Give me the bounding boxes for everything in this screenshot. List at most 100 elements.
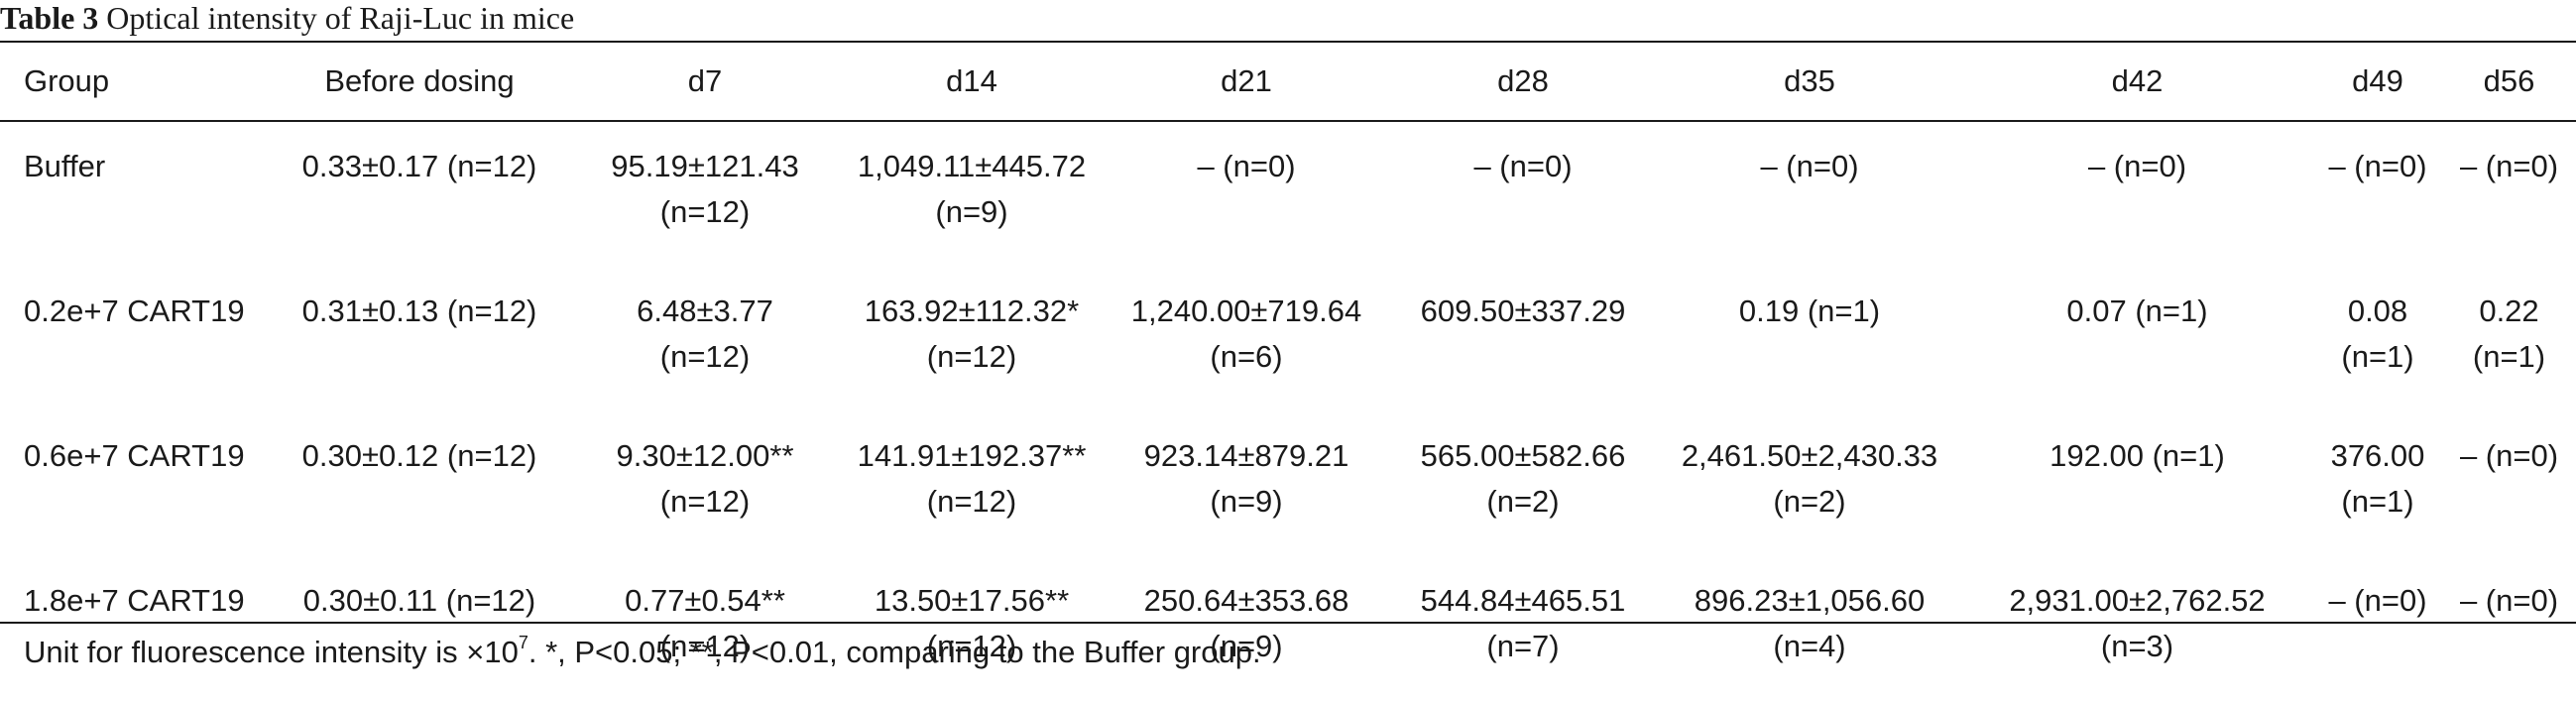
- table-row: 0.2e+7 CART19 0.31±0.13 (n=12) 6.48±3.77 (n…: [0, 269, 2576, 413]
- cell-sample-size: (n=3): [2100, 629, 2174, 663]
- cell-value: 0.19 (n=1): [1738, 293, 1881, 328]
- cell-sample-size: (n=12): [659, 484, 751, 519]
- value-cell: 1,240.00±719.64 (n=6): [1105, 269, 1388, 413]
- value-cell: 2,931.00±2,762.52 (n=3): [1961, 558, 2313, 703]
- cell-sample-size: (n=7): [1486, 629, 1560, 663]
- cell-value: 565.00±582.66: [1420, 438, 1626, 473]
- cell-sample-size: (n=9): [1210, 629, 1283, 663]
- value-cell: – (n=0): [1105, 120, 1388, 269]
- cell-sample-size: (n=9): [1210, 484, 1283, 519]
- value-cell: 0.19 (n=1): [1658, 269, 1961, 413]
- table-row: 0.6e+7 CART19 0.30±0.12 (n=12) 9.30±12.00*…: [0, 413, 2576, 558]
- value-cell: 163.92±112.32* (n=12): [839, 269, 1105, 413]
- value-cell: 192.00 (n=1): [1961, 413, 2313, 558]
- cell-value: 141.91±192.37**: [857, 438, 1087, 473]
- value-cell: 250.64±353.68 (n=9): [1105, 558, 1388, 703]
- table-caption: Table 3 Optical intensity of Raji-Luc in…: [0, 0, 574, 36]
- cell-value: 376.00: [2330, 438, 2425, 473]
- value-cell: – (n=0): [2313, 120, 2442, 269]
- value-cell: 9.30±12.00** (n=12): [571, 413, 839, 558]
- table-header: Group Before dosing d7 d14 d21 d28 d35 d…: [0, 43, 2576, 120]
- value-cell: 0.30±0.11 (n=12): [268, 558, 571, 703]
- cell-sample-size: (n=4): [1773, 629, 1846, 663]
- footnote-text: Unit for fluorescence intensity is ×10: [24, 635, 519, 669]
- value-cell: 376.00 (n=1): [2313, 413, 2442, 558]
- cell-value: 0.22: [2479, 293, 2539, 328]
- cell-sample-size: (n=12): [659, 194, 751, 229]
- cell-value: – (n=0): [1760, 149, 1859, 183]
- value-cell: 95.19±121.43 (n=12): [571, 120, 839, 269]
- value-cell: – (n=0): [1658, 120, 1961, 269]
- footnote-significance: . *, P<0.05; **, P<0.01, comparing to th…: [527, 635, 1261, 669]
- cell-value: – (n=0): [2459, 583, 2559, 618]
- group-cell: Buffer: [24, 149, 106, 183]
- group-cell: 0.2e+7 CART19: [24, 293, 245, 328]
- cell-value: 6.48±3.77: [637, 293, 773, 328]
- cell-sample-size: (n=12): [659, 339, 751, 374]
- table-top-rule: [0, 41, 2576, 43]
- column-header-d7: d7: [687, 63, 723, 98]
- footnote-exponent: 7: [518, 633, 528, 652]
- table-header-rule: [0, 120, 2576, 122]
- value-cell: – (n=0): [2313, 558, 2442, 703]
- value-cell: 0.22 (n=1): [2442, 269, 2576, 413]
- data-table: Group Before dosing d7 d14 d21 d28 d35 d…: [0, 43, 2576, 703]
- cell-value: 163.92±112.32*: [864, 293, 1080, 328]
- cell-sample-size: (n=6): [1210, 339, 1283, 374]
- column-header-d21: d21: [1221, 63, 1272, 98]
- cell-sample-size: (n=9): [935, 194, 1008, 229]
- table-row: 1.8e+7 CART19 0.30±0.11 (n=12) 0.77±0.54**…: [0, 558, 2576, 703]
- cell-value: 192.00 (n=1): [2049, 438, 2225, 473]
- cell-value: 0.30±0.12 (n=12): [301, 438, 537, 473]
- cell-value: 0.33±0.17 (n=12): [301, 149, 537, 183]
- column-header-group: Group: [24, 63, 110, 98]
- column-header-d28: d28: [1497, 63, 1549, 98]
- cell-sample-size: (n=1): [2472, 339, 2546, 374]
- value-cell: – (n=0): [2442, 558, 2576, 703]
- cell-value: 0.77±0.54**: [625, 583, 785, 618]
- value-cell: 2,461.50±2,430.33 (n=2): [1658, 413, 1961, 558]
- cell-value: 609.50±337.29: [1420, 293, 1626, 328]
- value-cell: 6.48±3.77 (n=12): [571, 269, 839, 413]
- cell-value: – (n=0): [2328, 583, 2427, 618]
- column-header-d35: d35: [1784, 63, 1835, 98]
- cell-value: 896.23±1,056.60: [1694, 583, 1926, 618]
- column-header-d14: d14: [946, 63, 997, 98]
- table-bottom-rule: [0, 622, 2576, 624]
- cell-value: 95.19±121.43: [611, 149, 799, 183]
- cell-value: 0.30±0.11 (n=12): [302, 583, 536, 618]
- value-cell: – (n=0): [2442, 120, 2576, 269]
- cell-sample-size: (n=2): [1486, 484, 1560, 519]
- cell-value: 2,931.00±2,762.52: [2009, 583, 2266, 618]
- value-cell: – (n=0): [2442, 413, 2576, 558]
- cell-value: 544.84±465.51: [1420, 583, 1626, 618]
- value-cell: 0.07 (n=1): [1961, 269, 2313, 413]
- value-cell: 609.50±337.29: [1388, 269, 1658, 413]
- cell-value: 250.64±353.68: [1143, 583, 1349, 618]
- cell-value: – (n=0): [1473, 149, 1573, 183]
- header-row: Group Before dosing d7 d14 d21 d28 d35 d…: [0, 43, 2576, 120]
- cell-value: 13.50±17.56**: [874, 583, 1070, 618]
- cell-sample-size: (n=2): [1773, 484, 1846, 519]
- value-cell: 0.30±0.12 (n=12): [268, 413, 571, 558]
- value-cell: 923.14±879.21 (n=9): [1105, 413, 1388, 558]
- cell-sample-size: (n=12): [926, 629, 1017, 663]
- table-body: Buffer 0.33±0.17 (n=12) 95.19±121.43 (n=12)…: [0, 120, 2576, 703]
- value-cell: 896.23±1,056.60 (n=4): [1658, 558, 1961, 703]
- cell-value: – (n=0): [2087, 149, 2187, 183]
- cell-sample-size: (n=12): [926, 339, 1017, 374]
- value-cell: 0.08 (n=1): [2313, 269, 2442, 413]
- value-cell: 1,049.11±445.72 (n=9): [839, 120, 1105, 269]
- value-cell: 565.00±582.66 (n=2): [1388, 413, 1658, 558]
- value-cell: 0.31±0.13 (n=12): [268, 269, 571, 413]
- cell-value: – (n=0): [2328, 149, 2427, 183]
- value-cell: 0.33±0.17 (n=12): [268, 120, 571, 269]
- cell-sample-size: (n=1): [2341, 484, 2414, 519]
- table-label: Table 3: [0, 0, 99, 36]
- cell-value: 1,049.11±445.72: [857, 149, 1087, 183]
- column-header-before-dosing: Before dosing: [324, 63, 515, 98]
- group-cell: 0.6e+7 CART19: [24, 438, 245, 473]
- column-header-d42: d42: [2111, 63, 2164, 98]
- cell-sample-size: (n=12): [659, 629, 751, 663]
- table-row: Buffer 0.33±0.17 (n=12) 95.19±121.43 (n=12)…: [0, 120, 2576, 269]
